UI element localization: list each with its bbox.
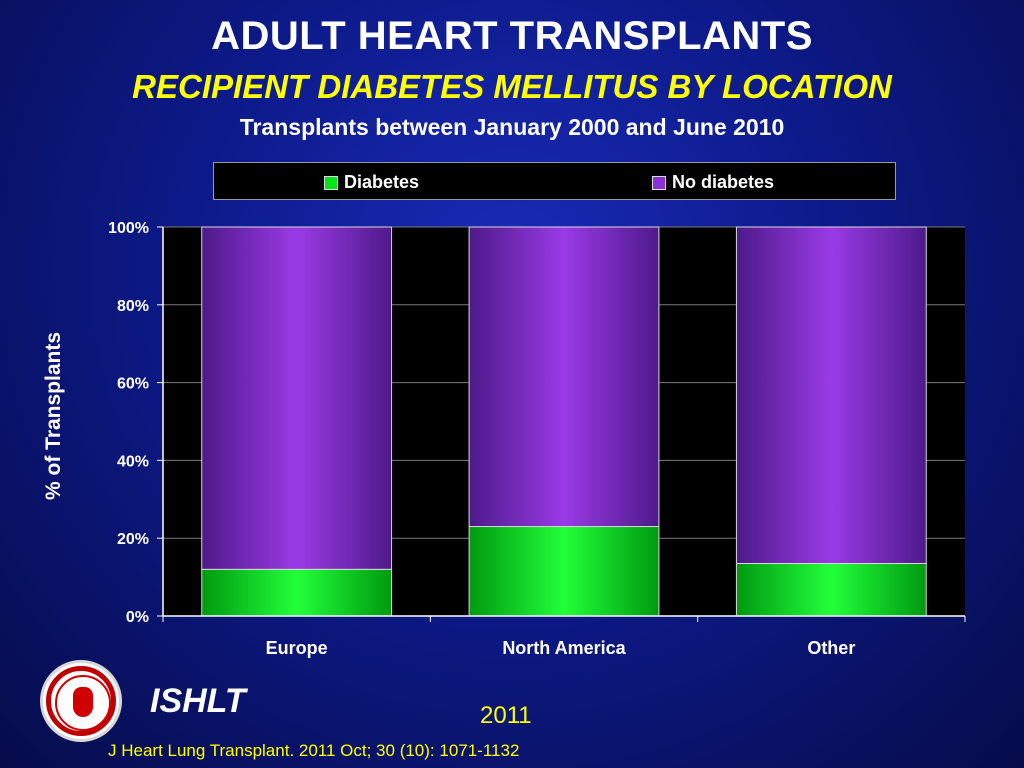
slide-subtitle: RECIPIENT DIABETES MELLITUS BY LOCATION [132,68,892,105]
slide-title: ADULT HEART TRANSPLANTS [211,14,813,58]
y-tick-label: 80% [117,298,149,315]
bar-no-diabetes-other [735,226,927,564]
bar-diabetes-europe [201,568,393,617]
y-tick-label: 60% [117,376,149,393]
legend-label-no-diabetes: No diabetes [672,172,775,192]
legend-item-diabetes: Diabetes [324,172,419,193]
y-tick-label: 100% [108,220,149,237]
citation: J Heart Lung Transplant. 2011 Oct; 30 (1… [108,741,520,760]
bar-diabetes-north-america [468,526,660,617]
chart-legend: Diabetes No diabetes [213,162,896,200]
y-tick-label: 0% [126,609,149,626]
y-axis-label: % of Transplants [42,332,65,500]
x-tick-label: Other [807,638,855,658]
org-name: ISHLT [150,682,246,720]
y-tick-label: 40% [117,453,149,470]
report-year: 2011 [480,702,532,729]
ishlt-logo [40,660,122,742]
heart-lung-icon [73,687,93,717]
bar-diabetes-other [735,562,927,617]
x-tick-label: North America [502,638,626,658]
logo-ring [46,666,116,736]
legend-item-no-diabetes: No diabetes [652,172,774,193]
legend-swatch-no-diabetes [652,175,666,190]
legend-swatch-diabetes [324,175,338,190]
slide-caption: Transplants between January 2000 and Jun… [239,114,785,140]
x-tick-label: Europe [266,638,328,658]
bar-no-diabetes-north-america [468,226,660,528]
logo-emblem [55,675,111,731]
legend-label-diabetes: Diabetes [344,172,420,192]
bar-no-diabetes-europe [201,226,393,570]
y-tick-label: 20% [117,531,149,548]
